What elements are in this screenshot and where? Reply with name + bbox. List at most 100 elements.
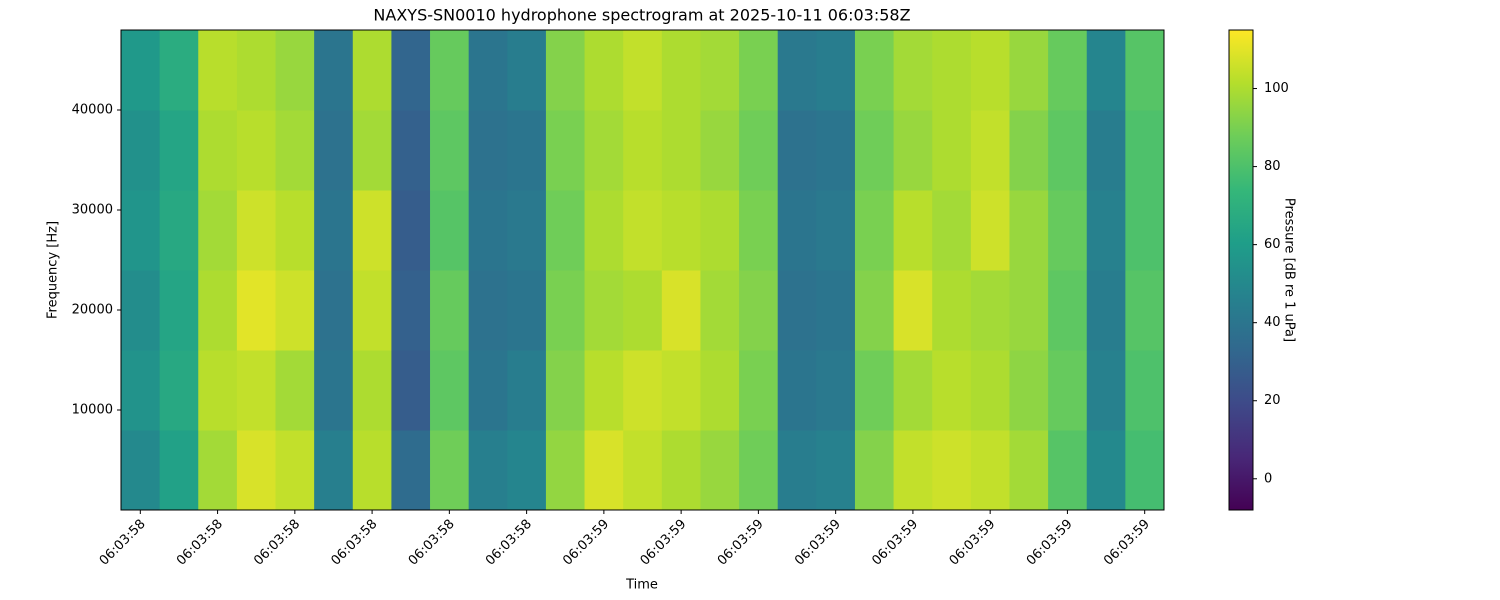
- heatmap-cell: [854, 270, 895, 351]
- heatmap-cell: [314, 430, 354, 511]
- heatmap-cell: [1048, 190, 1088, 271]
- heatmap-cell: [314, 190, 354, 271]
- heatmap-cell: [430, 110, 470, 191]
- heatmap-cell: [932, 30, 972, 111]
- heatmap-cell: [430, 430, 470, 511]
- heatmap-cell: [739, 350, 779, 431]
- heatmap-cell: [275, 30, 315, 111]
- heatmap-cell: [893, 30, 933, 111]
- heatmap-cell: [700, 190, 740, 271]
- x-tick-label: 06:03:58: [174, 517, 226, 569]
- colorbar-tick-label: 100: [1264, 81, 1289, 96]
- x-tick-label: 06:03:58: [251, 517, 303, 569]
- heatmap-cell: [159, 430, 199, 511]
- heatmap-cell: [777, 110, 817, 191]
- heatmap-cell: [430, 190, 470, 271]
- heatmap-cell: [1086, 110, 1126, 191]
- heatmap-cell: [739, 270, 779, 351]
- heatmap-cell: [236, 30, 277, 111]
- heatmap-cell: [661, 350, 701, 431]
- heatmap-cell: [893, 110, 933, 191]
- heatmap-cell: [1009, 270, 1049, 351]
- heatmap-cell: [1009, 190, 1049, 271]
- heatmap-cell: [198, 270, 238, 351]
- heatmap-cell: [352, 430, 392, 511]
- heatmap-cell: [468, 30, 508, 111]
- heatmap-cell: [584, 430, 624, 511]
- heatmap-cell: [739, 30, 779, 111]
- heatmap-cell: [661, 270, 701, 351]
- x-tick-label: 06:03:58: [483, 517, 535, 569]
- heatmap-cell: [545, 430, 586, 511]
- heatmap-cell: [507, 110, 547, 191]
- heatmap-cell: [584, 270, 624, 351]
- heatmap-cell: [816, 350, 856, 431]
- colorbar-tick-label: 20: [1264, 393, 1281, 408]
- heatmap-cell: [1048, 270, 1088, 351]
- heatmap-cell: [314, 110, 354, 191]
- colorbar-tick-label: 0: [1264, 471, 1272, 486]
- heatmap-cell: [314, 270, 354, 351]
- heatmap-cell: [777, 30, 817, 111]
- heatmap-cell: [1086, 30, 1126, 111]
- heatmap-cell: [430, 350, 470, 431]
- y-tick-label: 40000: [72, 103, 113, 118]
- heatmap-cell: [121, 350, 161, 431]
- heatmap-cell: [121, 190, 161, 271]
- heatmap-cell: [1009, 430, 1049, 511]
- heatmap-cell: [507, 430, 547, 511]
- heatmap-cell: [391, 190, 431, 271]
- heatmap-cell: [352, 30, 392, 111]
- heatmap-cell: [623, 190, 663, 271]
- heatmap-cell: [816, 430, 856, 511]
- heatmap-cell: [507, 270, 547, 351]
- heatmap-cell: [700, 350, 740, 431]
- heatmap-cell: [1086, 430, 1126, 511]
- x-tick-label: 06:03:58: [97, 517, 149, 569]
- heatmap-cell: [314, 30, 354, 111]
- heatmap-cell: [430, 270, 470, 351]
- heatmap-cell: [275, 190, 315, 271]
- x-tick-label: 06:03:59: [560, 517, 612, 569]
- heatmap-cell: [1125, 430, 1165, 511]
- heatmap-cell: [545, 350, 586, 431]
- heatmap-cell: [893, 190, 933, 271]
- heatmap-cell: [468, 270, 508, 351]
- heatmap-cell: [854, 350, 895, 431]
- heatmap-cell: [816, 190, 856, 271]
- heatmap-cell: [777, 430, 817, 511]
- heatmap-cell: [932, 270, 972, 351]
- heatmap-cell: [584, 190, 624, 271]
- heatmap-cell: [275, 270, 315, 351]
- heatmap-cell: [700, 430, 740, 511]
- heatmap-cell: [661, 110, 701, 191]
- heatmap-cell: [159, 350, 199, 431]
- heatmap-cell: [198, 30, 238, 111]
- heatmap-cell: [352, 110, 392, 191]
- heatmap-cell: [739, 190, 779, 271]
- heatmap-cell: [198, 110, 238, 191]
- y-tick-label: 30000: [72, 203, 113, 218]
- x-tick-label: 06:03:59: [1024, 517, 1076, 569]
- heatmap-cell: [661, 30, 701, 111]
- heatmap-cell: [932, 110, 972, 191]
- heatmap-cell: [854, 430, 895, 511]
- heatmap-cell: [159, 110, 199, 191]
- heatmap-cell: [545, 110, 586, 191]
- heatmap-cell: [970, 270, 1010, 351]
- heatmap-cell: [507, 350, 547, 431]
- heatmap-cell: [121, 270, 161, 351]
- chart-title: NAXYS-SN0010 hydrophone spectrogram at 2…: [373, 6, 910, 25]
- heatmap-cell: [700, 270, 740, 351]
- heatmap-cell: [893, 430, 933, 511]
- heatmap-cell: [700, 110, 740, 191]
- heatmap-cell: [391, 350, 431, 431]
- heatmap-cell: [777, 350, 817, 431]
- x-tick-label: 06:03:58: [406, 517, 458, 569]
- heatmap-cell: [970, 190, 1010, 271]
- heatmap-cell: [1048, 350, 1088, 431]
- heatmap-cell: [584, 110, 624, 191]
- heatmap-cell: [816, 270, 856, 351]
- heatmap-cell: [507, 190, 547, 271]
